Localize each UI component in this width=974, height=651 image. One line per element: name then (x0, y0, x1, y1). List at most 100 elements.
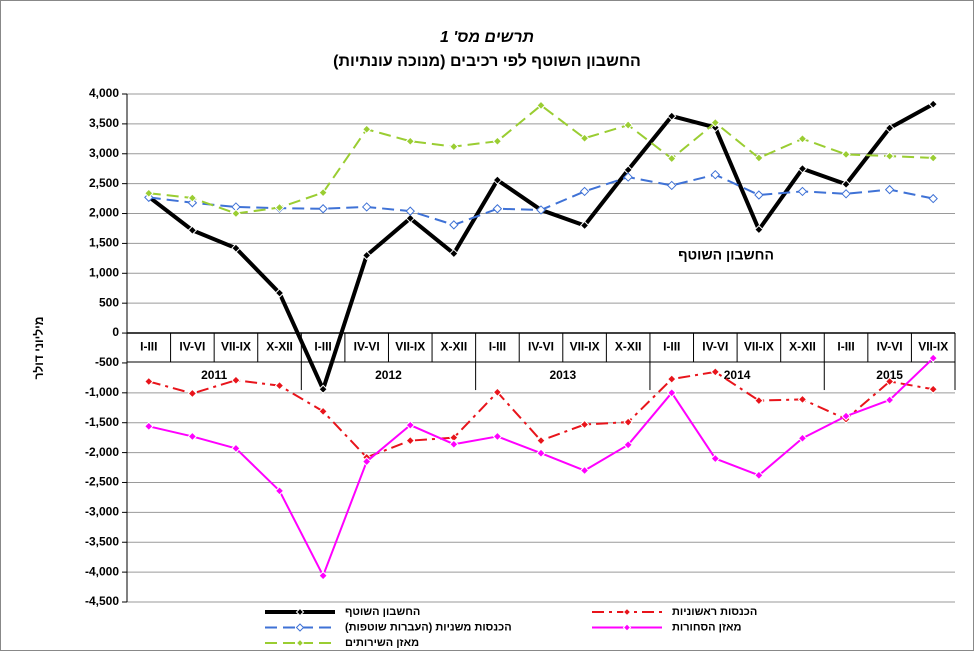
x-tick-label: I-III (314, 340, 331, 354)
data-point (318, 384, 328, 394)
data-point (667, 388, 677, 398)
data-point (667, 153, 677, 164)
data-point (623, 417, 633, 427)
data-point (623, 120, 633, 130)
y-tick-label: 1,500 (89, 236, 119, 250)
y-axis-label: מיליוני דולר (32, 317, 46, 380)
data-point (405, 420, 415, 430)
y-tick-label: -500 (95, 355, 119, 369)
year-label: 2011 (201, 368, 227, 382)
data-point (754, 190, 764, 200)
data-point (144, 376, 154, 387)
data-point (144, 188, 154, 198)
year-label: 2013 (549, 368, 576, 382)
data-point (187, 193, 198, 203)
year-label: 2014 (724, 368, 751, 382)
data-point (754, 224, 764, 235)
data-point (928, 153, 938, 163)
data-point (536, 100, 546, 111)
data-point (884, 376, 895, 387)
data-point (579, 186, 590, 197)
x-tick-label: I-III (837, 340, 854, 354)
data-point (623, 440, 633, 450)
data-point (841, 411, 851, 421)
legend-label: הכנסות ראשוניות (672, 606, 757, 618)
data-point (928, 99, 938, 109)
data-point (797, 134, 808, 144)
x-tick-label: X-XII (615, 340, 642, 354)
y-tick-label: -2,500 (85, 475, 119, 489)
data-point (405, 435, 415, 446)
y-tick-label: -3,000 (85, 505, 119, 519)
data-point (361, 202, 372, 212)
data-point (144, 421, 154, 431)
data-point (231, 443, 241, 454)
data-point (187, 388, 198, 399)
data-point (231, 243, 241, 253)
legend-marker (622, 607, 632, 617)
x-tick-label: X-XII (789, 340, 816, 354)
data-point (405, 213, 415, 224)
legend-marker (622, 623, 632, 632)
data-point (536, 448, 546, 458)
x-tick-label: VII-IX (918, 340, 948, 354)
y-tick-label: 2,500 (89, 176, 119, 190)
data-point (492, 136, 503, 146)
data-point (579, 220, 590, 231)
x-tick-label: IV-VI (877, 340, 903, 354)
data-point (405, 136, 415, 146)
data-point (579, 465, 590, 476)
data-point (754, 395, 764, 406)
data-point (449, 220, 459, 230)
data-point (318, 570, 328, 581)
data-point (274, 380, 285, 391)
x-tick-label: I-III (663, 340, 680, 354)
data-point (361, 124, 372, 134)
data-point (187, 431, 198, 442)
x-tick-label: X-XII (441, 340, 468, 354)
data-point (274, 486, 285, 496)
chart-title: תרשים מס' 1 (440, 29, 534, 46)
data-point (449, 141, 459, 152)
data-point (579, 133, 590, 143)
data-point (449, 248, 459, 259)
data-point (667, 180, 677, 191)
data-point (884, 123, 895, 133)
data-point (797, 394, 808, 405)
data-point (667, 374, 677, 384)
legend-label: מאזן הסחורות (672, 621, 741, 633)
y-tick-label: 3,500 (89, 116, 119, 130)
data-point (318, 204, 328, 214)
x-tick-label: IV-VI (528, 340, 554, 354)
x-tick-label: VII-IX (570, 340, 600, 354)
legend-label: מאזן השירותים (345, 637, 419, 649)
legend-marker (295, 638, 305, 648)
data-point (841, 189, 851, 199)
x-tick-label: VII-IX (221, 340, 251, 354)
y-tick-label: 500 (99, 295, 119, 309)
data-point (536, 435, 546, 446)
year-label: 2015 (876, 368, 903, 382)
y-tick-label: -4,500 (85, 594, 119, 608)
data-point (710, 117, 721, 128)
x-tick-label: IV-VI (702, 340, 728, 354)
data-point (710, 453, 721, 464)
data-point (884, 151, 895, 161)
y-tick-label: -1,500 (85, 415, 119, 429)
y-tick-label: 1,000 (89, 265, 119, 279)
data-point (231, 208, 241, 219)
data-point (536, 205, 546, 215)
data-point (318, 406, 328, 417)
chart-subtitle: החשבון השוטף לפי רכיבים (מנוכה עונתיות) (333, 52, 641, 70)
x-tick-label: VII-IX (744, 340, 774, 354)
data-point (754, 153, 764, 163)
y-tick-label: -3,500 (85, 534, 119, 548)
data-point (361, 250, 372, 261)
y-tick-label: -1,000 (85, 385, 119, 399)
data-point (187, 198, 198, 208)
data-point (797, 433, 808, 443)
data-point (884, 395, 895, 405)
data-point (754, 470, 764, 481)
legend-marker (295, 623, 305, 632)
